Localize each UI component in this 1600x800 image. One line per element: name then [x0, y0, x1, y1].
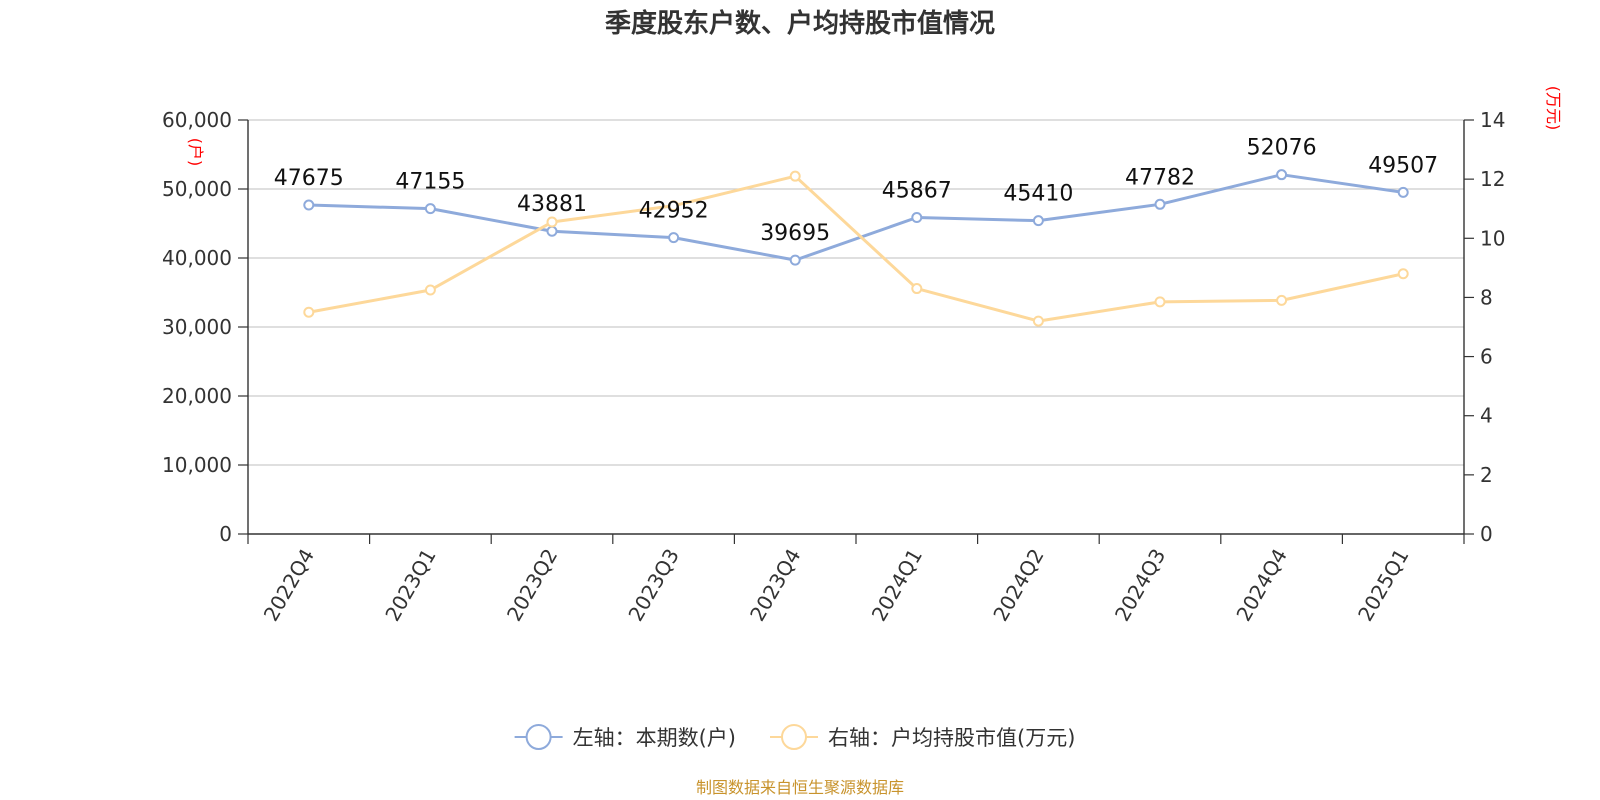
grid: [248, 119, 1464, 466]
data-point: [1154, 198, 1166, 210]
right-tick-label: 4: [1480, 404, 1493, 428]
left-tick-label: 60,000: [162, 108, 232, 132]
data-label: 47782: [1125, 165, 1195, 190]
data-labels: 47675 47155 43881 42952 39695 45867 45410 47782…: [274, 136, 1438, 246]
data-label: 45410: [1003, 182, 1073, 207]
x-tick-label: 2024Q3: [1110, 545, 1170, 626]
data-point: [424, 203, 436, 215]
data-label: 47155: [395, 170, 465, 195]
x-tick-label: 2024Q4: [1231, 545, 1291, 626]
data-label: 45867: [882, 179, 952, 204]
data-label: 39695: [760, 221, 830, 246]
data-point: [668, 200, 680, 212]
x-tick-label: 2023Q4: [745, 545, 805, 626]
data-point: [546, 225, 558, 237]
right-tick-label: 6: [1480, 345, 1493, 369]
right-axis-unit: (万元): [1544, 86, 1563, 131]
data-point: [911, 212, 923, 224]
data-point: [1397, 268, 1409, 280]
data-point: [789, 170, 801, 182]
legend-label: 右轴：户均持股市值(万元): [828, 726, 1075, 750]
data-point: [1154, 296, 1166, 308]
right-tick-label: 10: [1480, 226, 1505, 250]
x-tick-label: 2023Q1: [380, 545, 440, 626]
right-tick-label: 14: [1480, 108, 1505, 132]
left-axis-unit: (户): [186, 138, 205, 167]
x-tick-label: 2022Q4: [259, 545, 319, 626]
x-tick-label: 2023Q2: [502, 545, 562, 626]
left-tick-label: 20,000: [162, 384, 232, 408]
x-tick-label: 2023Q3: [623, 545, 683, 626]
legend-label: 左轴：本期数(户): [573, 726, 736, 750]
data-point: [424, 284, 436, 296]
x-tick-label: 2024Q2: [988, 545, 1048, 626]
data-point: [303, 306, 315, 318]
series-layer: [303, 169, 1409, 327]
legend-item-1: 左轴：本期数(户): [514, 724, 736, 750]
data-point: [668, 232, 680, 244]
data-label: 47675: [274, 166, 344, 191]
data-point: [1032, 315, 1044, 327]
right-tick-label: 8: [1480, 285, 1493, 309]
data-point: [789, 254, 801, 266]
left-tick-label: 10,000: [162, 453, 232, 477]
data-point: [1397, 186, 1409, 198]
data-label: 49507: [1368, 153, 1438, 178]
data-point: [1032, 215, 1044, 227]
data-point: [1276, 294, 1288, 306]
x-tick-label: 2024Q1: [867, 545, 927, 626]
left-tick-label: 40,000: [162, 246, 232, 270]
left-tick-label: 0: [219, 522, 232, 546]
left-tick-label: 50,000: [162, 177, 232, 201]
left-tick-label: 30,000: [162, 315, 232, 339]
right-tick-label: 0: [1480, 522, 1493, 546]
legend: 左轴：本期数(户) 右轴：户均持股市值(万元): [514, 724, 1075, 750]
right-tick-label: 12: [1480, 167, 1505, 191]
data-label: 42952: [639, 199, 709, 224]
legend-marker: [781, 724, 807, 750]
legend-marker: [525, 724, 552, 750]
data-point: [911, 283, 923, 295]
right-tick-label: 2: [1480, 463, 1493, 487]
series-line-1: [308, 173, 1404, 262]
legend-item-2: 右轴：户均持股市值(万元): [770, 724, 1075, 750]
data-point: [303, 199, 315, 211]
data-label: 43881: [517, 192, 587, 217]
data-point: [1276, 169, 1288, 181]
x-tick-label: 2025Q1: [1353, 545, 1413, 626]
chart-title: 季度股东户数、户均持股市值情况: [605, 8, 995, 39]
axes: 0 10,000 20,000 30,000 40,000 50,000 60,000 0 2 4…: [162, 86, 1563, 625]
data-label: 52076: [1247, 136, 1317, 161]
source-note: 制图数据来自恒生聚源数据库: [696, 778, 904, 797]
data-point: [546, 216, 558, 228]
series-line-2: [308, 174, 1404, 323]
